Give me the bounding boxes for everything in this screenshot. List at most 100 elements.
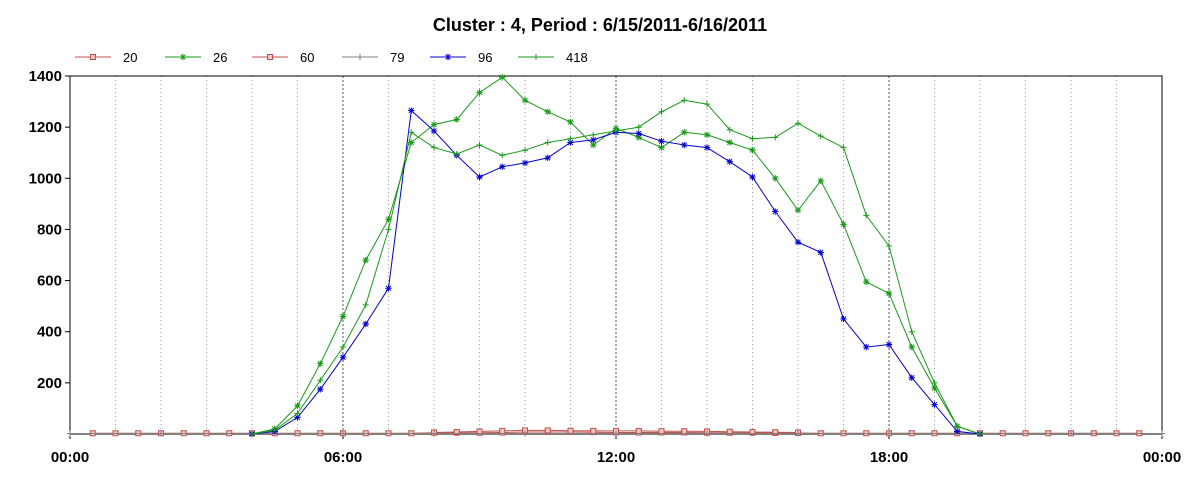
legend-label: 418 xyxy=(566,50,588,65)
data-point xyxy=(294,402,301,410)
data-point xyxy=(749,146,756,154)
data-point xyxy=(453,150,460,157)
series-418 xyxy=(249,97,983,437)
data-point xyxy=(817,133,824,140)
data-point xyxy=(613,430,619,437)
data-point xyxy=(590,141,597,149)
data-point xyxy=(749,173,756,181)
data-point xyxy=(521,97,529,104)
data-point xyxy=(726,428,733,435)
x-tick-label: 00:00 xyxy=(1143,449,1181,466)
chart-title: Cluster : 4, Period : 6/15/2011-6/16/201… xyxy=(433,15,767,35)
data-point xyxy=(544,108,551,115)
data-point xyxy=(749,135,756,142)
data-point xyxy=(357,54,363,60)
data-point xyxy=(158,430,164,437)
data-point xyxy=(249,431,255,437)
data-point xyxy=(817,249,824,256)
data-point xyxy=(658,428,665,435)
data-point xyxy=(362,320,369,328)
data-point xyxy=(681,428,688,435)
y-tick-label: 200 xyxy=(37,375,62,392)
data-point xyxy=(886,430,892,437)
data-point xyxy=(476,89,483,96)
data-point xyxy=(772,175,779,182)
data-point xyxy=(954,423,961,430)
data-point xyxy=(431,144,437,151)
data-point xyxy=(340,430,346,437)
legend-item: 96 xyxy=(430,50,492,65)
data-point xyxy=(362,256,369,264)
x-tick-label: 00:00 xyxy=(51,449,89,466)
data-point xyxy=(1068,430,1074,437)
data-point xyxy=(267,54,273,60)
data-point xyxy=(931,379,938,386)
data-point xyxy=(444,53,452,61)
data-point xyxy=(362,301,369,308)
data-point xyxy=(635,130,642,137)
data-point xyxy=(453,428,460,435)
data-point xyxy=(339,313,347,320)
data-point xyxy=(681,141,688,149)
data-point xyxy=(430,127,438,135)
data-point xyxy=(533,54,539,60)
y-tick-label: 1200 xyxy=(29,119,62,136)
data-point xyxy=(430,121,438,128)
data-point xyxy=(908,343,915,351)
legend-label: 96 xyxy=(478,50,492,65)
data-point xyxy=(590,131,597,138)
data-point xyxy=(658,138,665,145)
data-point xyxy=(704,430,710,437)
legend-item: 79 xyxy=(342,50,404,65)
data-point xyxy=(795,430,801,437)
data-point xyxy=(317,360,324,367)
data-point xyxy=(908,374,915,381)
data-point xyxy=(794,239,802,246)
data-point xyxy=(726,139,733,146)
data-point xyxy=(476,173,483,181)
data-point xyxy=(317,377,324,384)
data-point xyxy=(681,97,688,104)
data-point xyxy=(613,127,619,134)
data-point xyxy=(408,129,415,136)
data-point xyxy=(635,427,642,434)
legend-label: 79 xyxy=(390,50,404,65)
data-point xyxy=(954,428,961,435)
legend-label: 60 xyxy=(300,50,314,65)
x-tick-label: 18:00 xyxy=(870,449,908,466)
data-point xyxy=(840,221,847,228)
data-point xyxy=(635,124,642,131)
data-point xyxy=(658,144,665,151)
data-point xyxy=(294,414,301,421)
data-point xyxy=(522,430,528,437)
data-point xyxy=(863,343,870,351)
legend-label: 26 xyxy=(213,50,227,65)
y-tick-label: 600 xyxy=(37,273,62,290)
data-point xyxy=(931,384,938,392)
y-tick-label: 1400 xyxy=(29,68,62,85)
data-point xyxy=(499,152,506,159)
data-point xyxy=(567,135,574,142)
data-point xyxy=(340,344,346,351)
data-point xyxy=(408,107,415,114)
chart-series xyxy=(67,74,1165,438)
data-point xyxy=(544,139,551,146)
x-tick-label: 06:00 xyxy=(324,449,362,466)
data-point xyxy=(817,177,824,185)
data-point xyxy=(431,430,437,437)
series-line xyxy=(251,99,981,435)
y-tick-label: 1000 xyxy=(29,170,62,187)
data-point xyxy=(794,207,802,214)
legend-item: 418 xyxy=(518,50,588,65)
data-point xyxy=(544,427,551,434)
data-point xyxy=(499,163,506,170)
data-point xyxy=(385,216,392,223)
legend-item: 26 xyxy=(165,50,227,65)
data-point xyxy=(271,427,278,434)
data-point xyxy=(499,427,506,434)
data-point xyxy=(908,328,915,335)
data-point xyxy=(521,159,529,167)
data-point xyxy=(317,386,324,393)
data-point xyxy=(772,134,779,141)
data-point xyxy=(1159,430,1165,437)
